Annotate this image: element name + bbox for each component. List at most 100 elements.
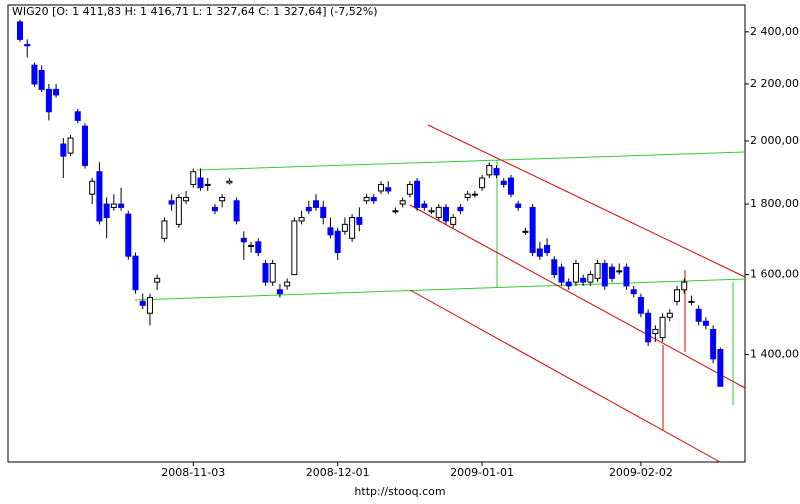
trend-line: [427, 124, 746, 278]
candle-body: [500, 180, 507, 185]
candle-body: [96, 171, 103, 222]
candle-body: [262, 262, 269, 283]
candle-body: [464, 193, 471, 198]
candle-body: [305, 206, 312, 212]
candle-body: [450, 217, 457, 225]
candle-body: [183, 196, 190, 202]
candle-body: [341, 223, 348, 232]
candle-body: [298, 217, 305, 222]
candle-body: [24, 43, 31, 47]
candle-body: [674, 289, 681, 302]
candle-body: [110, 203, 117, 208]
candle-body: [139, 300, 146, 306]
candle-body: [565, 281, 572, 287]
trend-line: [409, 289, 721, 463]
trend-line: [409, 204, 746, 389]
candle-body: [255, 241, 262, 254]
candle-body: [132, 255, 139, 291]
candle-body: [168, 200, 175, 205]
candle-body: [146, 296, 153, 314]
candle-body: [702, 320, 709, 326]
candle-body: [197, 177, 204, 189]
candle-body: [486, 164, 493, 176]
candle-body: [493, 168, 500, 176]
candle-body: [717, 349, 724, 387]
candle-body: [349, 217, 356, 239]
candle-body: [327, 227, 334, 236]
candle-body: [226, 180, 233, 184]
candle-body: [291, 220, 298, 276]
candle-body: [623, 266, 630, 287]
candle-body: [233, 200, 240, 222]
candle-body: [659, 316, 666, 339]
candle-body: [601, 262, 608, 287]
trend-lines: [134, 124, 746, 463]
y-tick-label: 2 400,00: [750, 25, 799, 38]
candle-body: [60, 143, 67, 157]
candles: [17, 19, 724, 387]
x-tick-label: 2009-01-01: [450, 466, 514, 479]
candle-body: [609, 266, 616, 279]
candle-body: [457, 206, 464, 212]
footer: http://stooq.com: [354, 485, 445, 498]
candle-body: [421, 203, 428, 208]
candle-body: [616, 270, 623, 273]
candle-body: [248, 244, 255, 247]
candle-body: [428, 210, 435, 213]
x-tick-label: 2008-11-03: [161, 466, 225, 479]
candle-body: [645, 312, 652, 343]
candle-body: [269, 262, 276, 283]
candle-body: [154, 277, 161, 283]
candle-body: [587, 274, 594, 283]
candle-body: [175, 196, 182, 225]
candle-body: [630, 289, 637, 295]
candle-body: [103, 203, 110, 219]
candle-body: [666, 312, 673, 318]
plot-frame: [7, 4, 746, 463]
candle-body: [710, 328, 717, 360]
candle-body: [363, 196, 370, 202]
candle-body: [414, 180, 421, 208]
trend-line: [196, 151, 746, 171]
candle-body: [515, 203, 522, 208]
candle-body: [38, 69, 45, 90]
candle-body: [276, 289, 283, 295]
candle-body: [688, 300, 695, 303]
x-tick-label: 2008-12-01: [306, 466, 370, 479]
candle-body: [125, 213, 132, 257]
candle-body: [652, 328, 659, 335]
candle-body: [89, 180, 96, 195]
candle-body: [204, 183, 211, 186]
candle-body: [572, 262, 579, 283]
candle-body: [471, 193, 478, 196]
candle-body: [211, 206, 218, 212]
candle-body: [529, 206, 536, 254]
candle-body: [67, 137, 74, 154]
candle-body: [479, 177, 486, 189]
candle-body: [219, 196, 226, 202]
candle-body: [17, 21, 23, 40]
candle-body: [558, 266, 565, 283]
y-tick-label: 1 600,00: [750, 268, 799, 281]
candle-body: [284, 281, 291, 287]
y-tick-label: 1 800,00: [750, 197, 799, 210]
candle-body: [240, 237, 247, 243]
y-tick-label: 1 400,00: [750, 348, 799, 361]
candle-body: [522, 230, 529, 233]
chart-title: WIG20 [O: 1 411,83 H: 1 416,71 L: 1 327,…: [12, 5, 378, 18]
candle-body: [53, 88, 60, 96]
candle-body: [695, 308, 702, 322]
candle-body: [637, 296, 644, 314]
x-tick-label: 2009-02-02: [609, 466, 673, 479]
candle-body: [31, 64, 38, 85]
candle-body: [536, 248, 543, 257]
candle-body: [320, 206, 327, 219]
candle-body: [370, 196, 377, 202]
candle-body: [551, 259, 558, 276]
candle-body: [392, 210, 399, 213]
candle-body: [399, 200, 406, 205]
candle-body: [81, 125, 88, 166]
candle-body: [435, 206, 442, 219]
candle-body: [507, 177, 514, 195]
